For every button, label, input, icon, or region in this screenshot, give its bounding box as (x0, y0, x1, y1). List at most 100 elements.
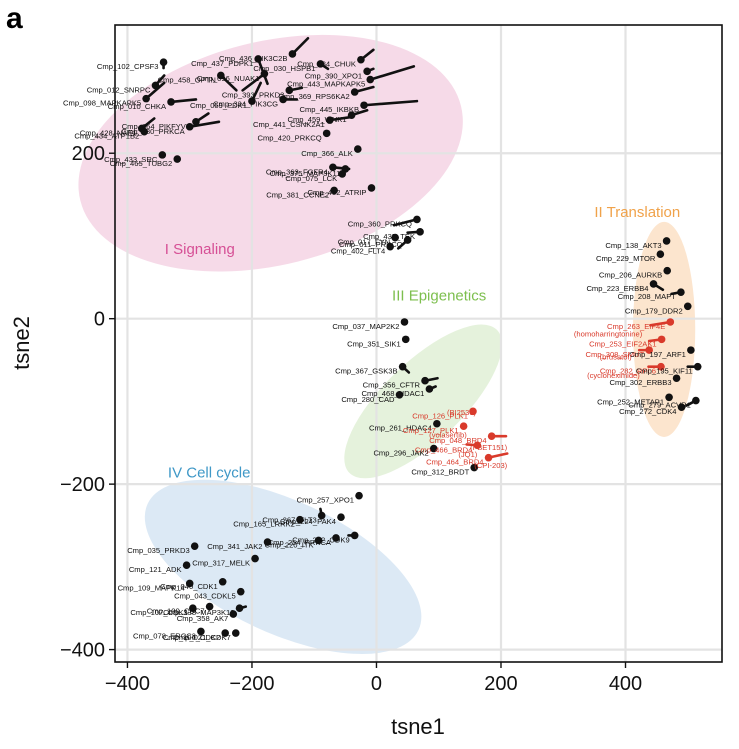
data-point (317, 511, 326, 520)
point-label: Cmp_195_KIF11 (636, 367, 693, 376)
point-label: Cmp_312_BRDT (411, 468, 469, 477)
data-point (221, 629, 229, 637)
point-label: Cmp_435_TEK (363, 232, 415, 241)
data-point (217, 71, 225, 80)
axis-ticks: −400 −200 0 200 400 −400 −200 0 200 (60, 143, 642, 695)
point-label: Cmp_021_CDK7 (173, 633, 230, 642)
data-point (398, 362, 407, 371)
data-point (316, 60, 325, 68)
compound-annotation: (cycloheximide) (587, 371, 640, 380)
x-axis-title: tsne1 (391, 714, 445, 739)
point-label: Cmp_121_ADK (129, 565, 182, 574)
data-point (329, 163, 337, 172)
point-label: Cmp_261_HDAC4 (369, 424, 432, 433)
data-point (657, 335, 666, 344)
point-label: Cmp_267_FLT3 (262, 516, 316, 525)
data-point (645, 346, 653, 354)
point-label: Cmp_126_PLK1 (412, 411, 468, 420)
point-label: Cmp_224_PAK4 (280, 517, 336, 526)
point-label: Cmp_035_PRKD3 (127, 546, 189, 555)
point-label: Cmp_434_ATP1B2 (74, 132, 139, 141)
data-point (229, 610, 238, 618)
point-label: Cmp_252_METAP1 (597, 397, 664, 406)
data-points (137, 36, 702, 637)
x-tick-label: −200 (229, 673, 274, 695)
point-label: Cmp_366_ALK (301, 149, 353, 158)
data-point (350, 88, 359, 96)
point-label: Cmp_012_SNRPC (87, 85, 151, 94)
compound-annotation: (volasertib) (429, 430, 467, 439)
compound-annotation: (CPI-203) (474, 461, 507, 470)
data-point (337, 513, 345, 522)
point-label: Cmp_341_JAK2 (207, 542, 262, 551)
data-point (473, 441, 482, 450)
data-point (665, 393, 673, 402)
point-label: Cmp_302_ERBB3 (609, 378, 671, 387)
point-label: Cmp_358_AK7 (177, 614, 229, 623)
point-label: Cmp_096_NUAK1 (197, 74, 259, 83)
point-label: Cmp_420_PRKCQ (258, 133, 322, 142)
data-point (288, 50, 297, 58)
compound-annotation: (brusatol) (600, 353, 633, 362)
data-point (314, 536, 323, 545)
data-point (231, 629, 240, 637)
point-label: Cmp_459_WNK1 (287, 115, 346, 124)
point-label: Cmp_441_CSNK2A1 (253, 120, 325, 129)
data-point (140, 127, 149, 136)
point-label: Cmp_206_AURKB (599, 271, 662, 280)
point-label: Cmp_109_MAPK14 (118, 583, 185, 592)
point-label: Cmp_107_CDK1 (130, 608, 187, 617)
point-label: Cmp_308_SMUT (585, 350, 644, 359)
point-segment (368, 65, 416, 81)
point-label: Cmp_253_EIF2AK1 (589, 339, 657, 348)
point-label: Cmp_078_ERCC3 (133, 631, 196, 640)
data-point (325, 116, 334, 124)
data-point (173, 155, 182, 163)
grid-lines (115, 25, 722, 662)
data-point (692, 396, 700, 405)
point-labels: Cmp_102_CPSF3 Cmp_012_SNRPC Cmp_098_MAPKAP… (63, 54, 693, 642)
point-label: Cmp_464_BRD4 (426, 458, 483, 467)
point-label: Cmp_363_FGFR4 (266, 167, 328, 176)
data-point (182, 561, 191, 570)
point-label: Cmp_257_XPO1 (297, 496, 354, 505)
point-label: Cmp_279_ACVR1 (628, 401, 690, 410)
point-label: Cmp_369_RPS6KA2 (278, 92, 349, 101)
point-label: Cmp_465_TUBG2 (110, 159, 172, 168)
data-point (189, 604, 197, 613)
point-label: Cmp_402_FLT4 (331, 247, 385, 256)
point-label: Cmp_127_PLK1 (403, 426, 459, 435)
data-point (322, 129, 331, 138)
data-point (421, 376, 429, 385)
data-point (401, 335, 410, 344)
compound-annotation: (JQ1) (458, 450, 477, 459)
data-point (657, 362, 665, 371)
point-label: Cmp_452_ATRIP (308, 188, 367, 197)
point-label: Cmp_106_CDK2 (163, 633, 220, 642)
point-segment (188, 120, 221, 129)
point-label: Cmp_208_MAPT (618, 292, 677, 301)
point-label: Cmp_011_PRKCQ (339, 240, 403, 249)
point-label: Cmp_064_PIKFYVE (122, 122, 191, 131)
cluster-labels: I Signaling II Translation III Epigenetics… (165, 204, 680, 482)
point-segment (144, 81, 166, 100)
data-point (672, 374, 681, 383)
point-label: Cmp_100_CDC7 (147, 607, 205, 616)
point-label: Cmp_098_MAPKAPK5 (63, 99, 141, 108)
x-tick-label: −400 (105, 673, 150, 695)
data-point (429, 444, 438, 453)
point-label: Cmp_317_MELK (192, 559, 250, 568)
point-label: Cmp_034_CHUK (297, 60, 356, 69)
data-point (403, 236, 412, 244)
data-point (350, 531, 359, 540)
point-label: Cmp_367_GSK3B (335, 367, 397, 376)
data-point (459, 422, 468, 431)
data-point (469, 407, 477, 416)
point-label: Cmp_334_PIK3CG (213, 99, 278, 108)
data-point (386, 242, 394, 251)
point-label: Cmp_272_CDK4 (619, 407, 676, 416)
data-point (354, 145, 362, 153)
point-label: Cmp_263_EIF4E (607, 322, 665, 331)
y-axis-title: tsne2 (9, 316, 34, 370)
data-point (367, 184, 376, 192)
